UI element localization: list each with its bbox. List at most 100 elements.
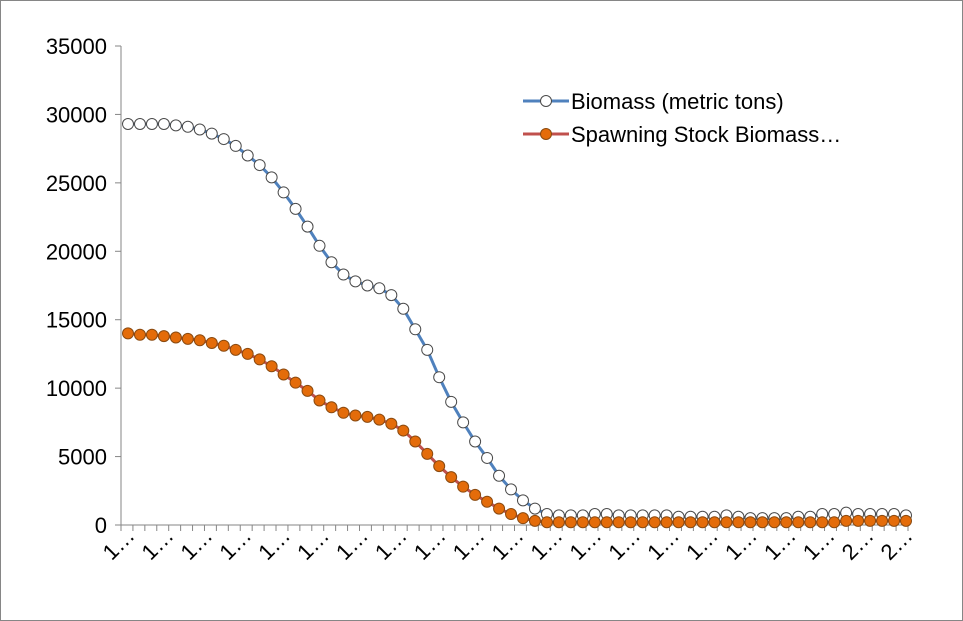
x-tick-label: 1…: [720, 523, 762, 565]
data-point: [265, 360, 278, 373]
data-point: [576, 516, 589, 529]
data-point: [409, 323, 422, 336]
data-point: [217, 133, 230, 146]
data-point: [289, 202, 302, 215]
data-point: [792, 516, 805, 529]
data-point: [768, 516, 781, 529]
data-point: [445, 471, 458, 484]
data-point: [588, 516, 601, 529]
data-point: [421, 447, 434, 460]
data-point: [122, 118, 134, 131]
data-point: [145, 118, 158, 131]
data-point: [133, 328, 146, 341]
data-point: [732, 516, 745, 529]
data-point: [277, 186, 290, 199]
data-point: [193, 123, 206, 136]
data-point: [433, 371, 446, 384]
series-layer: [122, 118, 912, 529]
data-point: [493, 469, 506, 482]
data-point: [516, 512, 529, 525]
data-point: [421, 343, 434, 356]
data-point: [181, 120, 194, 133]
data-point: [277, 368, 290, 381]
series-biomass: [122, 118, 912, 525]
x-tick-label: 1…: [137, 523, 179, 565]
data-point: [122, 327, 134, 340]
legend-swatch-marker: [540, 95, 552, 107]
x-tick-label: 1…: [331, 523, 373, 565]
y-tick-label: 25000: [46, 171, 107, 196]
data-point: [337, 406, 350, 419]
data-point: [672, 516, 685, 529]
data-point: [409, 435, 422, 448]
data-point: [169, 331, 182, 344]
x-tick-label: 1…: [214, 523, 256, 565]
x-tick-label: 1…: [564, 523, 606, 565]
data-point: [181, 332, 194, 345]
data-point: [457, 416, 470, 429]
x-tick-label: 1…: [798, 523, 840, 565]
legend-label: Biomass (metric tons): [571, 89, 784, 114]
data-point: [445, 395, 458, 408]
data-point: [397, 424, 410, 437]
y-tick-label: 15000: [46, 308, 107, 333]
data-point: [660, 516, 673, 529]
data-point: [816, 516, 829, 529]
data-point: [349, 275, 362, 288]
x-tick-label: 1…: [448, 523, 490, 565]
data-point: [397, 302, 410, 315]
data-point: [624, 516, 637, 529]
data-point: [133, 118, 146, 131]
y-tick-label: 5000: [58, 445, 107, 470]
data-point: [516, 494, 529, 507]
x-tick-label: 1…: [253, 523, 295, 565]
series-line: [128, 122, 907, 520]
legend-label: Spawning Stock Biomass…: [571, 122, 841, 147]
data-point: [349, 409, 362, 422]
data-point: [457, 480, 470, 493]
data-point: [505, 508, 518, 521]
data-point: [385, 417, 398, 430]
data-point: [720, 516, 733, 529]
x-tick-label: 1…: [487, 523, 529, 565]
data-point: [708, 516, 721, 529]
x-tick-label: 1…: [642, 523, 684, 565]
legend-swatch-marker: [540, 128, 552, 140]
data-point: [301, 384, 314, 397]
data-point: [313, 239, 326, 252]
data-point: [253, 159, 266, 172]
data-point: [373, 413, 386, 426]
data-point: [229, 139, 242, 152]
y-tick-label: 35000: [46, 34, 107, 59]
data-point: [361, 279, 374, 292]
data-point: [804, 516, 817, 529]
data-point: [888, 514, 901, 527]
data-point: [469, 435, 482, 448]
x-tick-label: 1…: [292, 523, 334, 565]
legend-item: Biomass (metric tons): [523, 89, 784, 114]
data-point: [696, 516, 709, 529]
data-point: [564, 516, 577, 529]
data-point: [481, 495, 494, 508]
data-point: [157, 118, 170, 131]
data-point: [864, 514, 877, 527]
legend: Biomass (metric tons) Spawning Stock Biom…: [523, 89, 841, 147]
y-axis: 0 5000 10000 15000 20000 25000 30000 35000: [46, 34, 122, 538]
data-point: [241, 149, 254, 162]
data-point: [540, 516, 553, 529]
data-point: [205, 336, 218, 349]
data-point: [828, 516, 841, 529]
data-point: [205, 127, 218, 140]
data-point: [289, 376, 302, 389]
data-point: [744, 516, 757, 529]
data-point: [217, 339, 230, 352]
data-point: [433, 460, 446, 473]
data-point: [265, 171, 278, 184]
x-tick-label: 1…: [526, 523, 568, 565]
data-point: [900, 514, 912, 527]
y-tick-label: 0: [95, 513, 107, 538]
data-point: [505, 483, 518, 496]
data-point: [253, 353, 266, 366]
x-axis: 1…1…1…1…1…1…1…1…1…1…1…1…1…1…1…1…1…1…1…2……: [98, 523, 918, 565]
data-point: [481, 451, 494, 464]
